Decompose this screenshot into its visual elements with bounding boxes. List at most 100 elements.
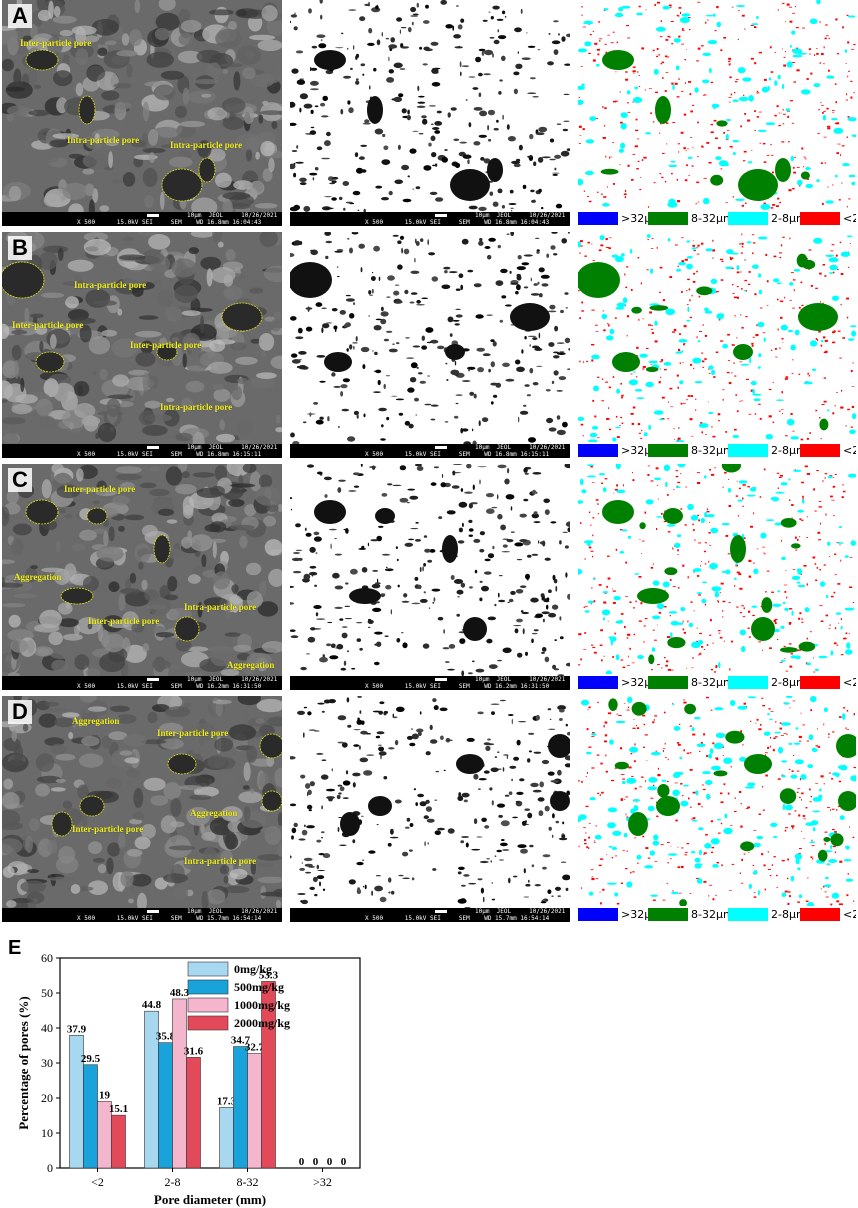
pore-legend-item: <2µm xyxy=(800,443,856,457)
pore-annotation: Inter-particle pore xyxy=(72,824,144,834)
pore-annotation: Intra-particle pore xyxy=(170,140,243,150)
binary-image: 10µm JEOL 10/26/2021 X 500 15.0kV SEI SE… xyxy=(290,0,570,226)
legend-swatch xyxy=(800,443,840,457)
panel-letter: A xyxy=(8,4,32,28)
legend-label: 1000mg/kg xyxy=(234,998,290,1012)
legend-swatch xyxy=(728,211,768,225)
pore-annotation: Inter-particle pore xyxy=(20,38,92,48)
pore-annotation: Intra-particle pore xyxy=(74,280,147,290)
legend-swatch xyxy=(187,997,229,1013)
legend-label: 8-32µm xyxy=(691,443,734,457)
bar-value-label: 32.7 xyxy=(245,1042,265,1054)
bar-value-label: 35.8 xyxy=(156,1031,176,1043)
bar xyxy=(83,1064,98,1169)
scale-bar xyxy=(435,446,447,449)
sem-info-line2: X 500 15.0kV SEI SEM WD 16.2mm 16:31:50 xyxy=(77,683,262,690)
pore-legend-item: 8-32µm xyxy=(648,211,734,225)
x-tick-label: <2 xyxy=(91,1175,104,1189)
sem-info-line2: X 500 15.0kV SEI SEM WD 16.8mm 16:04:43 xyxy=(365,219,550,226)
x-tick-label: 8-32 xyxy=(237,1175,259,1189)
legend-swatch xyxy=(728,675,768,689)
panel-row-d: D Aggregation Inter-particle pore Aggregati… xyxy=(0,696,858,922)
y-tick-label: 20 xyxy=(41,1091,53,1105)
bar xyxy=(186,1057,201,1169)
bar xyxy=(247,1053,262,1169)
sem-info-bar: 10µm JEOL 10/26/2021 X 500 15.0kV SEI SE… xyxy=(2,908,282,922)
sem-info-line1: 10µm JEOL 10/26/2021 xyxy=(475,676,566,683)
panel-row-a: A Inter-particle pore Intra-particle pore I… xyxy=(0,0,858,226)
legend-swatch xyxy=(800,675,840,689)
panel-row-c: C Inter-particle pore Aggregation Intra-par… xyxy=(0,464,858,690)
sem-image: D Aggregation Inter-particle pore Aggregati… xyxy=(2,696,282,922)
y-tick-label: 30 xyxy=(41,1056,53,1070)
pore-annotation: Aggregation xyxy=(190,808,238,818)
sem-info-line2: X 500 15.0kV SEI SEM WD 15.7mm 16:54:14 xyxy=(77,915,262,922)
bar-value-label: 15.1 xyxy=(109,1103,128,1115)
bar xyxy=(158,1042,173,1169)
panel-letter: C xyxy=(8,468,32,492)
legend-swatch xyxy=(800,907,840,921)
bar-value-label: 0 xyxy=(313,1156,319,1168)
x-tick-label: 2-8 xyxy=(165,1175,181,1189)
bar-value-label: 31.6 xyxy=(184,1045,204,1057)
x-tick-label: >32 xyxy=(313,1175,332,1189)
pore-legend-item: 8-32µm xyxy=(648,907,734,921)
pore-legend-item: 2-8µm xyxy=(728,675,807,689)
legend-label: <2µm xyxy=(843,675,856,689)
pore-annotation: Aggregation xyxy=(227,660,275,670)
pore-annotation: Inter-particle pore xyxy=(12,320,84,330)
sem-info-bar: 10µm JEOL 10/26/2021 X 500 15.0kV SEI SE… xyxy=(2,444,282,458)
sem-info-line1: 10µm JEOL 10/26/2021 xyxy=(187,444,278,451)
pore-annotation: Aggregation xyxy=(72,716,120,726)
legend-label: <2µm xyxy=(843,211,856,225)
sem-info-line1: 10µm JEOL 10/26/2021 xyxy=(475,212,566,219)
legend-swatch xyxy=(187,961,229,977)
sem-image: C Inter-particle pore Aggregation Intra-par… xyxy=(2,464,282,690)
pore-annotation: Inter-particle pore xyxy=(64,484,136,494)
pore-legend-item: 8-32µm xyxy=(648,443,734,457)
legend-swatch xyxy=(800,211,840,225)
pore-annotation: Intra-particle pore xyxy=(160,402,233,412)
scale-bar xyxy=(147,678,159,681)
pore-legend-item: 2-8µm xyxy=(728,443,807,457)
scale-bar xyxy=(435,678,447,681)
sem-info-bar: 10µm JEOL 10/26/2021 X 500 15.0kV SEI SE… xyxy=(290,444,570,458)
sem-info-bar: 10µm JEOL 10/26/2021 X 500 15.0kV SEI SE… xyxy=(2,676,282,690)
sem-info-bar: 10µm JEOL 10/26/2021 X 500 15.0kV SEI SE… xyxy=(290,908,570,922)
pore-annotation: Intra-particle pore xyxy=(67,135,140,145)
panel-letter: E xyxy=(8,937,21,959)
scale-bar xyxy=(435,214,447,217)
legend-label: 2000mg/kg xyxy=(234,1016,290,1030)
sem-info-line2: X 500 15.0kV SEI SEM WD 16.8mm 16:04:43 xyxy=(77,219,262,226)
pore-legend-item: 2-8µm xyxy=(728,211,807,225)
legend-swatch xyxy=(187,1015,229,1031)
pore-annotation: Inter-particle pore xyxy=(157,728,229,738)
pore-legend-item: <2µm xyxy=(800,675,856,689)
legend-swatch xyxy=(187,979,229,995)
pore-annotation: Aggregation xyxy=(14,572,62,582)
bar-value-label: 48.3 xyxy=(170,987,190,999)
legend-label: 2-8µm xyxy=(771,211,807,225)
legend-label: <2µm xyxy=(843,907,856,921)
bar-value-label: 0 xyxy=(299,1156,305,1168)
sem-image: A Inter-particle pore Intra-particle pore I… xyxy=(2,0,282,226)
y-tick-label: 0 xyxy=(47,1161,53,1175)
bar-value-label: 0 xyxy=(341,1156,347,1168)
pore-annotation: Intra-particle pore xyxy=(184,856,257,866)
bar xyxy=(172,998,187,1169)
legend-label: 500mg/kg xyxy=(234,980,284,994)
sem-info-line1: 10µm JEOL 10/26/2021 xyxy=(187,908,278,915)
sem-image: B Intra-particle pore Inter-particle pore I… xyxy=(2,232,282,458)
scale-bar xyxy=(435,910,447,913)
sem-info-line2: X 500 15.0kV SEI SEM WD 16.8mm 16:15:11 xyxy=(77,451,262,458)
sem-info-line1: 10µm JEOL 10/26/2021 xyxy=(187,212,278,219)
x-axis-label: Pore diameter (mm) xyxy=(154,1192,266,1207)
legend-label: 8-32µm xyxy=(691,675,734,689)
panel-letter: D xyxy=(8,700,32,724)
bar xyxy=(219,1107,234,1169)
legend-label: 2-8µm xyxy=(771,907,807,921)
bar xyxy=(261,981,276,1169)
legend-swatch xyxy=(648,907,688,921)
